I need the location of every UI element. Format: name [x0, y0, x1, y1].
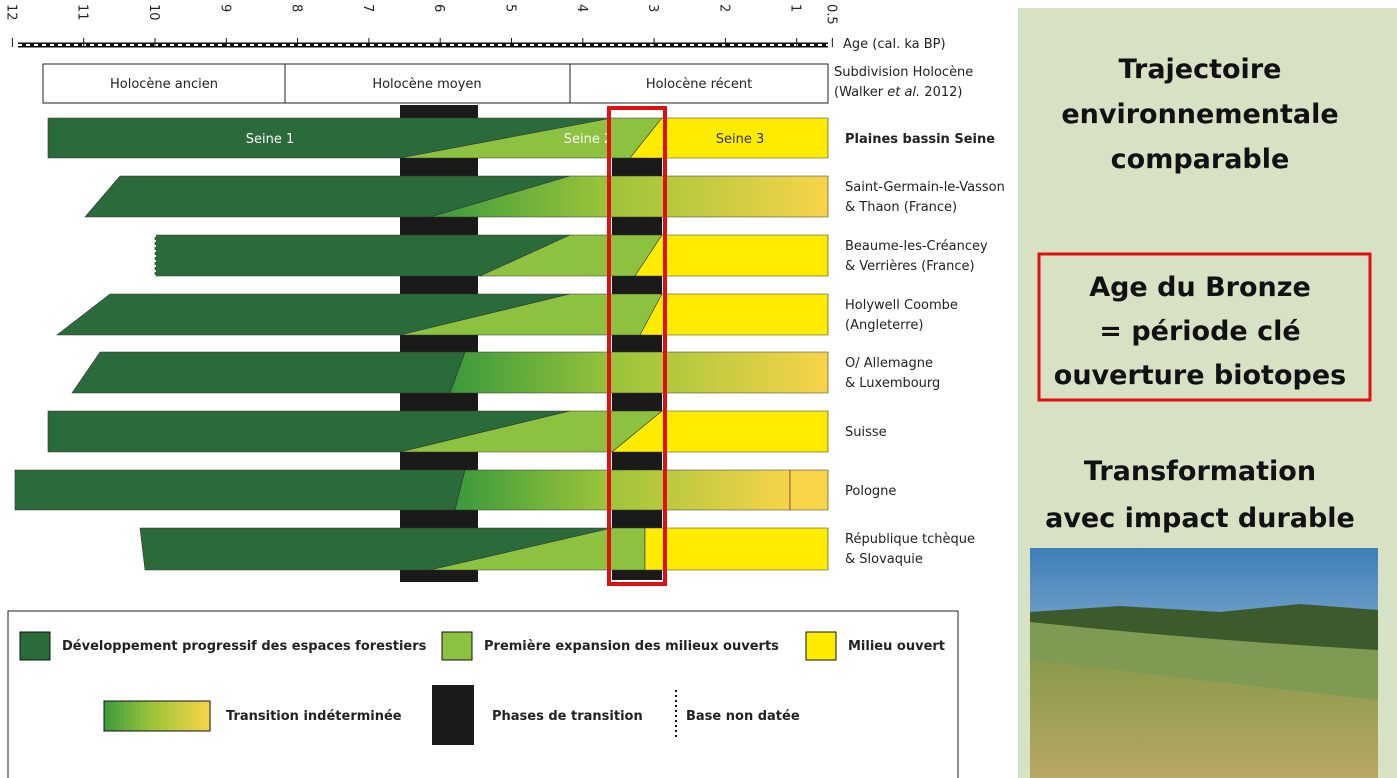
- axis-tick-label: 0.5: [823, 4, 838, 25]
- panel-title: comparable: [1111, 144, 1290, 175]
- axis-tick-label: 6: [431, 4, 446, 12]
- impact-text: Transformation: [1084, 456, 1316, 487]
- axis-label: Age (cal. ka BP): [843, 37, 946, 52]
- trajectory-segment: [644, 527, 829, 571]
- axis-tick-label: 1: [788, 4, 803, 12]
- diagram: Age (cal. ka BP) Holocène ancien Holocèn…: [3, 4, 1005, 586]
- row-label: O/ Allemagne: [845, 356, 933, 371]
- period-label: Holocène récent: [646, 77, 752, 92]
- highlight-text: Age du Bronze: [1089, 272, 1311, 303]
- phase-label: Seine 1: [246, 132, 295, 147]
- period-box: [42, 63, 286, 104]
- panel-title: environnementale: [1061, 99, 1338, 130]
- axis-tick-label: 8: [289, 4, 304, 12]
- trajectory-segment: [429, 175, 829, 218]
- highlight-box: [607, 106, 667, 586]
- trajectory-segment: [789, 469, 829, 511]
- axis-tick-label: 5: [503, 4, 518, 12]
- row-label: Holywell Coombe: [845, 298, 958, 313]
- row-label: & Verrières (France): [845, 259, 975, 274]
- landscape-photo: [1030, 548, 1378, 778]
- legend-swatch: [103, 700, 211, 732]
- legend-swatch: [805, 631, 837, 661]
- legend-label: Première expansion des milieux ouverts: [484, 639, 779, 654]
- photo-field: [1030, 660, 1378, 778]
- row-label: Beaume-les-Créancey: [845, 239, 988, 254]
- row-label: & Luxembourg: [845, 376, 940, 391]
- phase-label: Seine 3: [716, 132, 765, 147]
- legend-swatch: [19, 631, 51, 661]
- legend-label: Milieu ouvert: [848, 639, 945, 654]
- trajectory-segment: [71, 351, 466, 394]
- axis-tick-label: 3: [645, 4, 660, 12]
- trajectory-segment: [639, 293, 829, 336]
- period-label: Holocène moyen: [372, 77, 481, 92]
- panel-title: Trajectoire: [1119, 54, 1282, 85]
- highlight-text: ouverture biotopes: [1054, 360, 1346, 391]
- trajectory-segment: [634, 234, 829, 277]
- impact-text: avec impact durable: [1045, 503, 1355, 534]
- ref-text: (Walker: [834, 85, 887, 100]
- legend-label: Développement progressif des espaces for…: [62, 639, 427, 654]
- legend-box: [7, 610, 959, 778]
- row-label: & Thaon (France): [845, 200, 957, 215]
- row-label: Pologne: [845, 484, 896, 499]
- axis-tick-label: 2: [716, 4, 731, 12]
- legend-label: Phases de transition: [492, 709, 643, 724]
- legend: Développement progressif des espaces for…: [7, 610, 959, 778]
- axis-tick-label: 4: [574, 4, 589, 12]
- row-label: Suisse: [845, 425, 887, 440]
- row-label: Plaines bassin Seine: [845, 132, 995, 147]
- ref-text: 2012): [920, 85, 962, 100]
- trajectory-segment: [454, 469, 791, 511]
- axis-tick-label: 12: [3, 4, 18, 21]
- highlight-frame: [1037, 252, 1372, 402]
- ref-italic: et al.: [887, 85, 920, 100]
- period-box: [284, 63, 571, 104]
- legend-label: Base non datée: [686, 709, 800, 724]
- trajectory-segment: [14, 469, 466, 511]
- row-label: République tchèque: [845, 532, 975, 547]
- axis-tick-label: 9: [217, 4, 232, 12]
- period-box: [569, 63, 829, 104]
- trajectory-segment: [449, 351, 829, 394]
- row-label: & Slovaquie: [845, 552, 923, 567]
- legend-label: Transition indéterminée: [226, 709, 402, 724]
- axis-tick-label: 10: [146, 4, 161, 21]
- side-panel: Trajectoire environnementale comparable …: [1018, 8, 1397, 778]
- row-label: (Angleterre): [845, 318, 923, 333]
- period-label: Holocène ancien: [110, 77, 218, 92]
- subdivision-ref: (Walker et al. 2012): [834, 85, 962, 100]
- axis-tick-label: 7: [360, 4, 375, 12]
- phase-label: Seine 2: [564, 132, 613, 147]
- subdivision-label: Subdivision Holocène: [834, 65, 973, 80]
- axis-tick-label: 11: [75, 4, 90, 21]
- trajectory-segment: [629, 117, 829, 159]
- legend-swatch: [432, 685, 474, 745]
- legend-swatch: [441, 631, 473, 661]
- row-label: Saint-Germain-le-Vasson: [845, 180, 1005, 195]
- highlight-text: = période clé: [1099, 316, 1300, 347]
